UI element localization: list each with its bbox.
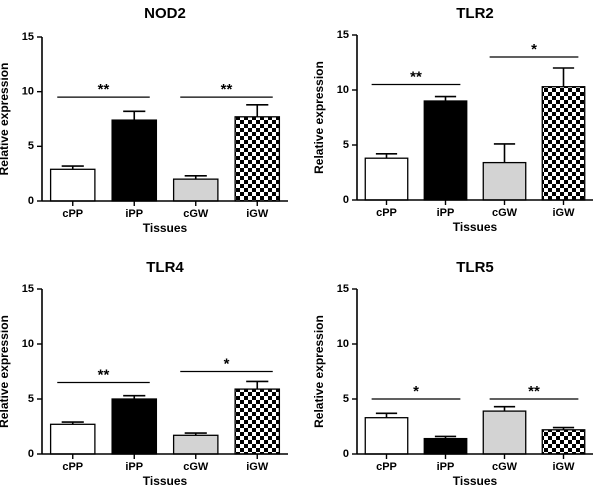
y-tick-label: 10 (337, 338, 349, 350)
y-tick-label: 10 (22, 86, 34, 98)
y-tick-label: 5 (343, 393, 349, 405)
significance-label: * (413, 383, 419, 400)
bar-cPP (49, 168, 96, 202)
y-tick-label: 15 (22, 283, 34, 295)
x-tick-label: cPP (376, 461, 397, 473)
x-tick-label: iGW (553, 207, 576, 219)
x-tick-label: cGW (183, 208, 209, 220)
x-tick-label: iGW (553, 461, 576, 473)
y-tick-label: 0 (28, 448, 34, 460)
bar-iGW (234, 116, 281, 202)
x-tick-label: cGW (492, 461, 518, 473)
y-tick-label: 5 (28, 393, 34, 405)
y-tick-label: 15 (337, 29, 349, 41)
bar-cGW (172, 434, 219, 455)
y-tick-label: 15 (337, 283, 349, 295)
x-axis-label: Tissues (453, 220, 498, 234)
bar-cPP (49, 423, 96, 455)
bar-iGW (541, 429, 586, 455)
y-axis-label: Relative expression (0, 63, 11, 176)
x-tick-label: iPP (125, 461, 143, 473)
y-tick-label: 15 (22, 31, 34, 43)
y-tick-label: 0 (28, 195, 34, 207)
y-axis-label: Relative expression (0, 315, 11, 428)
y-tick-label: 10 (22, 338, 34, 350)
significance-label: ** (98, 81, 110, 98)
y-axis-label: Relative expression (312, 315, 326, 428)
y-tick-label: 0 (343, 194, 349, 206)
bar-iPP (111, 119, 158, 202)
x-axis-label: Tissues (143, 221, 188, 235)
y-axis-label: Relative expression (312, 61, 326, 174)
x-tick-label: cPP (376, 207, 397, 219)
x-tick-label: iPP (125, 208, 143, 220)
x-tick-label: cPP (62, 208, 83, 220)
significance-label: * (224, 356, 230, 373)
chart-panel-0: NOD2 Relative expression 0 5 10 15 cPP iPP cGW iG… (0, 5, 288, 235)
chart-panel-1: TLR2 Relative expression 0 5 10 15 cPP iPP cGW iG… (312, 5, 593, 234)
y-tick-label: 10 (337, 84, 349, 96)
bar-cGW (172, 178, 219, 202)
significance-label: ** (221, 81, 233, 98)
chart-title: TLR2 (456, 5, 494, 22)
x-tick-label: iGW (246, 461, 269, 473)
bar-cPP (364, 417, 409, 455)
bar-iPP (423, 100, 468, 201)
bar-cPP (364, 157, 409, 201)
chart-panel-2: TLR4 Relative expression 0 5 10 15 cPP iPP cGW iG… (0, 259, 288, 488)
x-tick-label: cGW (183, 461, 209, 473)
y-tick-label: 5 (343, 139, 349, 151)
chart-title: TLR5 (456, 259, 494, 276)
x-axis-label: Tissues (143, 474, 188, 488)
bar-iPP (111, 398, 158, 455)
x-tick-label: cGW (492, 207, 518, 219)
significance-label: * (531, 41, 537, 58)
y-tick-label: 0 (343, 448, 349, 460)
x-tick-label: iGW (246, 208, 269, 220)
x-axis-label: Tissues (453, 474, 498, 488)
bar-cGW (482, 161, 527, 201)
bar-iGW (541, 86, 586, 201)
significance-label: ** (410, 69, 422, 86)
x-tick-label: iPP (437, 207, 455, 219)
y-tick-label: 5 (28, 140, 34, 152)
chart-title: NOD2 (144, 5, 186, 22)
bar-iGW (234, 388, 281, 455)
x-tick-label: iPP (437, 461, 455, 473)
chart-panel-3: TLR5 Relative expression 0 5 10 15 cPP iPP cGW iG… (312, 259, 593, 488)
x-tick-label: cPP (62, 461, 83, 473)
chart-title: TLR4 (146, 259, 184, 276)
bar-cGW (482, 410, 527, 455)
bar-iPP (423, 437, 468, 455)
significance-label: ** (98, 367, 110, 384)
significance-label: ** (528, 383, 540, 400)
